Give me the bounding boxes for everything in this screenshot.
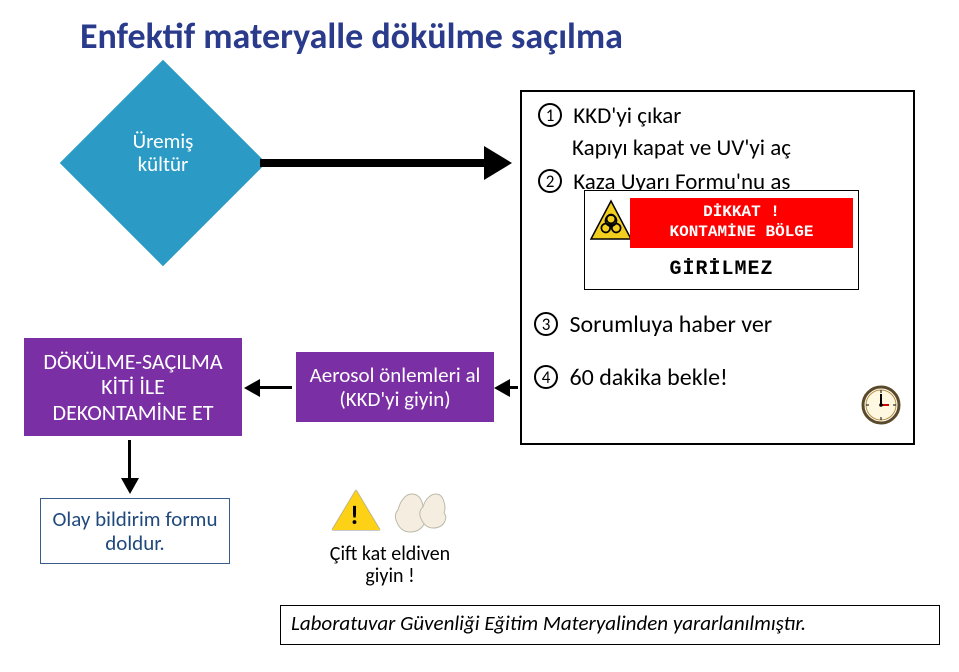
warn-caption: Çift kat eldiven giyin ! <box>290 543 490 587</box>
danger-top: DİKKAT ! <box>630 202 853 222</box>
diamond-line2: kültür <box>138 151 189 177</box>
danger-mid: KONTAMİNE BÖLGE <box>630 222 853 242</box>
kkd-row2: Kapıyı kapat ve UV'yi aç <box>572 134 899 162</box>
num-3: 3 <box>534 312 558 336</box>
diamond-label: Üremiş kültür <box>90 130 236 176</box>
warn-l2: giyin ! <box>365 564 414 588</box>
kkd-row4: 3 Sorumluya haber ver <box>534 310 902 339</box>
aerosol-l2: (KKD'yi giyin) <box>310 387 481 411</box>
clock-icon <box>860 384 902 426</box>
biohazard-icon <box>589 199 633 243</box>
num-1: 1 <box>538 103 562 127</box>
kkd-text1: KKD'yi çıkar <box>573 102 681 130</box>
kkd-text4: Sorumluya haber ver <box>569 310 772 339</box>
kkd-row1: 1 KKD'yi çıkar <box>538 102 899 130</box>
num-2: 2 <box>538 169 562 193</box>
warning-triangle-icon <box>332 490 380 530</box>
danger-bar: DİKKAT ! KONTAMİNE BÖLGE <box>630 198 853 248</box>
arrow-diamond-to-kkd <box>260 159 490 167</box>
gloves-icon <box>390 490 448 541</box>
dokulme-box: DÖKÜLME-SAÇILMA KİTİ İLE DEKONTAMİNE ET <box>24 338 242 436</box>
kkd-text5: 60 dakika bekle! <box>569 363 727 392</box>
dokulme-l1: DÖKÜLME-SAÇILMA <box>43 349 222 374</box>
diamond-line1: Üremiş <box>133 128 194 154</box>
olay-box: Olay bildirim formu doldur. <box>40 498 230 564</box>
arrow-aerosol-to-dokulme <box>258 386 292 389</box>
aerosol-l1: Aerosol önlemleri al <box>310 363 481 387</box>
page-title: Enfektif materyalle dökülme saçılma <box>80 14 623 58</box>
olay-l1: Olay bildirim formu <box>52 507 217 531</box>
kkd-text2: Kapıyı kapat ve UV'yi aç <box>572 134 791 162</box>
danger-sign: DİKKAT ! KONTAMİNE BÖLGE GİRİLMEZ <box>584 190 859 290</box>
footer-note: Laboratuvar Güvenliği Eğitim Materyalind… <box>280 605 940 645</box>
danger-footer: GİRİLMEZ <box>585 258 858 281</box>
aerosol-box: Aerosol önlemleri al (KKD'yi giyin) <box>296 352 494 422</box>
dokulme-l3: DEKONTAMİNE ET <box>43 400 222 425</box>
olay-l2: doldur. <box>52 531 217 555</box>
warn-group: Çift kat eldiven giyin ! <box>290 490 490 587</box>
arrow-kkd-to-aerosol <box>508 386 518 389</box>
warn-l1: Çift kat eldiven <box>330 542 450 566</box>
num-4: 4 <box>534 365 558 389</box>
kkd-lower: 3 Sorumluya haber ver 4 60 dakika bekle! <box>532 310 902 396</box>
kkd-row5: 4 60 dakika bekle! <box>534 363 902 392</box>
dokulme-l2: KİTİ İLE <box>43 374 222 399</box>
arrow-dokulme-to-olay <box>128 440 131 480</box>
